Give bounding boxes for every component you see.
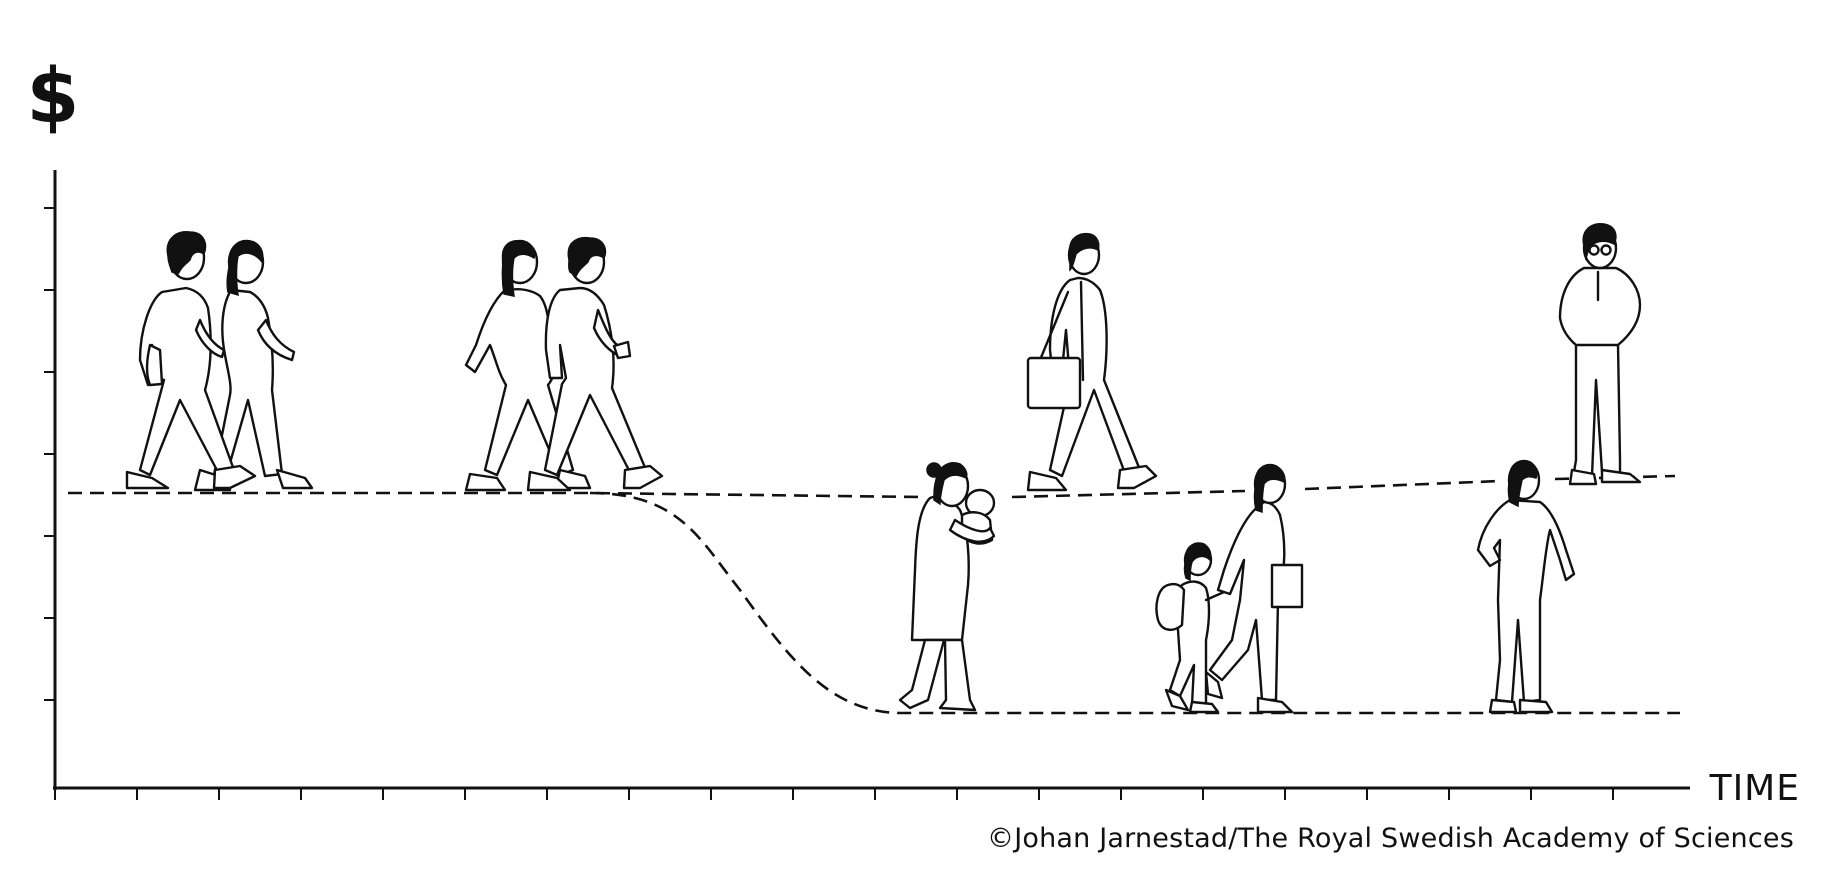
man-walking-2 [526, 236, 664, 492]
briefcase [1026, 356, 1082, 410]
backpack [1155, 582, 1186, 631]
path-father-income-continued [1011, 474, 1676, 499]
credit-text: ©Johan Jarnestad/The Royal Swedish Acade… [987, 823, 1794, 854]
man-walking-1 [125, 230, 257, 490]
x-axis-label: TIME [1709, 768, 1800, 809]
figure-pregnant-couple [464, 236, 664, 492]
x-ticks [54, 788, 1614, 800]
figure-father-with-briefcase [1026, 232, 1158, 492]
path-mother-income [589, 491, 1680, 715]
path-father-income [68, 491, 921, 499]
mother-walking [1204, 463, 1304, 714]
figure-mother-with-baby [898, 462, 996, 712]
figure-mother-standing [1476, 459, 1576, 714]
y-ticks [44, 207, 55, 701]
figure-father-standing [1558, 222, 1642, 486]
axes [44, 170, 1690, 800]
folder [1270, 563, 1304, 609]
income-paths [68, 474, 1680, 715]
figure-couple-walking [125, 230, 314, 492]
figure-mother-and-child [1155, 463, 1304, 714]
woman-walking-1 [193, 239, 314, 492]
child-with-backpack [1155, 542, 1226, 714]
y-axis-label: $ [27, 51, 80, 140]
